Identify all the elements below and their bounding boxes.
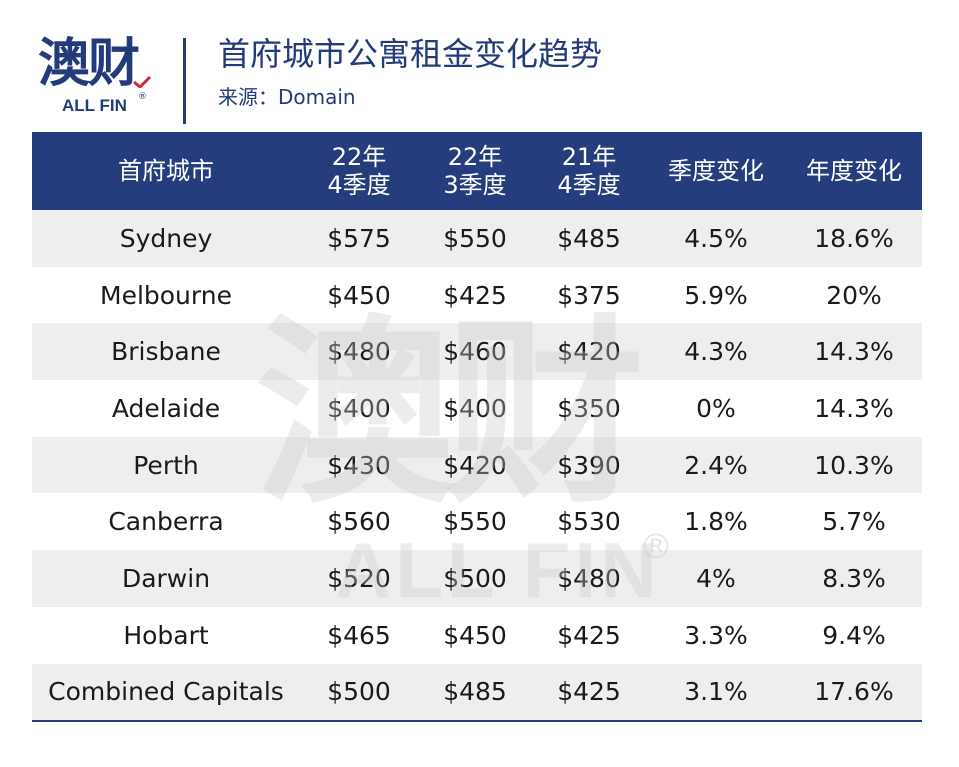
cell-rent-q4-22: $520 bbox=[327, 563, 391, 593]
page-title: 首府城市公寓租金变化趋势 bbox=[218, 35, 603, 73]
cell-city: Sydney bbox=[119, 223, 213, 253]
cell-rent-q4-21: $425 bbox=[557, 677, 621, 707]
header-annual-change: 年度变化 bbox=[786, 157, 922, 185]
rent-table: 首府城市 22年 4季度 22年 3季度 21年 4季度 季度变化 年度变化 S… bbox=[32, 132, 922, 723]
cell-city: Darwin bbox=[121, 563, 211, 593]
table-row: Perth $430 $420 $390 2.4% 10.3% bbox=[32, 436, 922, 494]
header-city-label: 首府城市 bbox=[118, 157, 214, 185]
cell-city: Combined Capitals bbox=[48, 677, 284, 707]
cell-rent-q4-22: $450 bbox=[327, 280, 391, 310]
header-q4-22: 22年 4季度 bbox=[300, 143, 418, 199]
logo-registered-mark: ® bbox=[138, 92, 147, 102]
cell-rent-q3-22: $425 bbox=[443, 280, 507, 310]
cell-annual-change: 10.3% bbox=[814, 450, 894, 480]
cell-rent-q3-22: $485 bbox=[443, 677, 507, 707]
cell-rent-q4-22: $575 bbox=[327, 223, 391, 253]
table-row: Brisbane $480 $460 $420 4.3% 14.3% bbox=[32, 323, 922, 381]
header-q4-21-line2: 4季度 bbox=[557, 171, 621, 199]
cell-quarterly-change: 2.4% bbox=[684, 450, 748, 480]
table-row: Melbourne $450 $425 $375 5.9% 20% bbox=[32, 267, 922, 324]
logo-english-text: ALL FIN bbox=[62, 96, 127, 115]
cell-rent-q4-21: $420 bbox=[557, 337, 621, 367]
header-divider bbox=[183, 38, 186, 124]
table-row: Canberra $560 $550 $530 1.8% 5.7% bbox=[32, 493, 922, 550]
cell-rent-q4-22: $430 bbox=[327, 450, 391, 480]
cell-annual-change: 20% bbox=[826, 280, 882, 310]
cell-city: Brisbane bbox=[111, 337, 221, 367]
logo-chinese-text: 澳财 bbox=[38, 34, 140, 94]
cell-rent-q4-22: $560 bbox=[327, 507, 391, 537]
cell-quarterly-change: 4.3% bbox=[684, 337, 748, 367]
cell-annual-change: 17.6% bbox=[814, 677, 894, 707]
table-row: Combined Capitals $500 $485 $425 3.1% 17.6% bbox=[32, 663, 922, 721]
allfin-logo: 澳财 ALL FIN ® bbox=[36, 34, 166, 120]
cell-annual-change: 9.4% bbox=[822, 620, 886, 650]
table-row: Adelaide $400 $400 $350 0% 14.3% bbox=[32, 380, 922, 437]
cell-rent-q4-22: $400 bbox=[327, 393, 391, 423]
header-q3-22-line1: 22年 bbox=[447, 143, 503, 171]
cell-annual-change: 14.3% bbox=[814, 393, 894, 423]
cell-rent-q3-22: $420 bbox=[443, 450, 507, 480]
cell-annual-change: 5.7% bbox=[822, 507, 886, 537]
header-quarterly-change-label: 季度变化 bbox=[668, 157, 764, 185]
cell-quarterly-change: 3.1% bbox=[684, 677, 748, 707]
source-line: 来源：Domain bbox=[218, 85, 356, 109]
cell-rent-q4-21: $350 bbox=[557, 393, 621, 423]
cell-city: Perth bbox=[133, 450, 199, 480]
table-header-row: 首府城市 22年 4季度 22年 3季度 21年 4季度 季度变化 年度变化 bbox=[32, 132, 922, 210]
cell-rent-q3-22: $460 bbox=[443, 337, 507, 367]
header-quarterly-change: 季度变化 bbox=[646, 157, 786, 185]
table-row: Sydney $575 $550 $485 4.5% 18.6% bbox=[32, 210, 922, 267]
header-q4-22-line1: 22年 bbox=[331, 143, 387, 171]
header-city: 首府城市 bbox=[32, 157, 300, 185]
cell-rent-q4-21: $425 bbox=[557, 620, 621, 650]
table-bottom-rule bbox=[32, 720, 922, 723]
table-row: Hobart $465 $450 $425 3.3% 9.4% bbox=[32, 607, 922, 664]
logo-check-mark bbox=[133, 76, 152, 88]
cell-rent-q3-22: $500 bbox=[443, 563, 507, 593]
cell-rent-q4-21: $485 bbox=[557, 223, 621, 253]
cell-rent-q3-22: $400 bbox=[443, 393, 507, 423]
cell-quarterly-change: 5.9% bbox=[684, 280, 748, 310]
cell-rent-q4-21: $480 bbox=[557, 563, 621, 593]
cell-city: Adelaide bbox=[111, 393, 221, 423]
cell-rent-q4-22: $480 bbox=[327, 337, 391, 367]
cell-annual-change: 14.3% bbox=[814, 337, 894, 367]
cell-quarterly-change: 3.3% bbox=[684, 620, 748, 650]
cell-quarterly-change: 4.5% bbox=[684, 223, 748, 253]
header-annual-change-label: 年度变化 bbox=[806, 157, 902, 185]
header-q3-22-line2: 3季度 bbox=[443, 171, 507, 199]
cell-rent-q4-22: $465 bbox=[327, 620, 391, 650]
cell-annual-change: 18.6% bbox=[814, 223, 894, 253]
header-q3-22: 22年 3季度 bbox=[418, 143, 532, 199]
cell-quarterly-change: 0% bbox=[696, 393, 736, 423]
cell-quarterly-change: 4% bbox=[696, 563, 736, 593]
header-q4-21: 21年 4季度 bbox=[532, 143, 646, 199]
header-q4-21-line1: 21年 bbox=[561, 143, 617, 171]
table-row: Darwin $520 $500 $480 4% 8.3% bbox=[32, 550, 922, 607]
table-body: Sydney $575 $550 $485 4.5% 18.6% Melbourne $450… bbox=[32, 210, 922, 721]
cell-rent-q4-21: $375 bbox=[557, 280, 621, 310]
cell-rent-q4-22: $500 bbox=[327, 677, 391, 707]
header-q4-22-line2: 4季度 bbox=[327, 171, 391, 199]
cell-rent-q3-22: $550 bbox=[443, 507, 507, 537]
cell-rent-q3-22: $450 bbox=[443, 620, 507, 650]
cell-city: Melbourne bbox=[100, 280, 232, 310]
cell-city: Canberra bbox=[108, 507, 224, 537]
cell-rent-q3-22: $550 bbox=[443, 223, 507, 253]
cell-quarterly-change: 1.8% bbox=[684, 507, 748, 537]
cell-rent-q4-21: $390 bbox=[557, 450, 621, 480]
cell-city: Hobart bbox=[123, 620, 209, 650]
cell-rent-q4-21: $530 bbox=[557, 507, 621, 537]
cell-annual-change: 8.3% bbox=[822, 563, 886, 593]
